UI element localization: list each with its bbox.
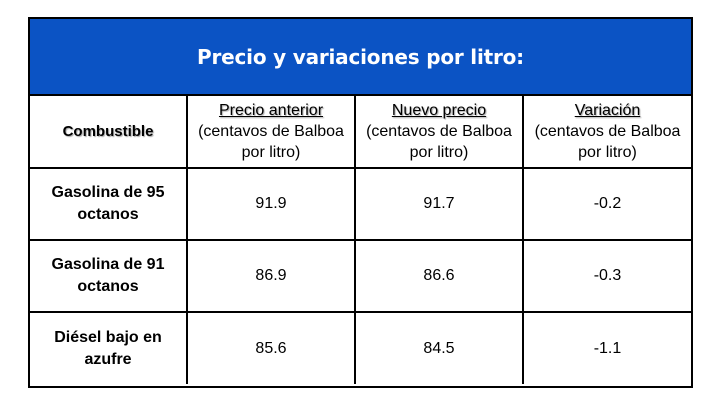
header-variation-unit: (centavos de Balboa por litro) xyxy=(534,122,681,161)
variation-value: -1.1 xyxy=(522,311,691,384)
header-row: Combustible Precio anterior (centavos de… xyxy=(30,96,691,169)
table-title: Precio y variaciones por litro: xyxy=(197,44,524,69)
header-fuel-label: Combustible xyxy=(62,123,154,140)
header-new-price-label: Nuevo precio xyxy=(391,101,487,119)
fuel-name: Gasolina de 95 octanos xyxy=(30,167,188,241)
header-new-price-unit: (centavos de Balboa por litro) xyxy=(366,122,512,161)
price-table: Combustible Precio anterior (centavos de… xyxy=(30,96,691,384)
fuel-name: Gasolina de 91 octanos xyxy=(30,239,188,313)
variation-value: -0.3 xyxy=(522,239,691,313)
table-row: Gasolina de 95 octanos 91.9 91.7 -0.2 xyxy=(30,167,691,241)
variation-value: -0.2 xyxy=(522,167,691,241)
header-previous-price-unit: (centavos de Balboa por litro) xyxy=(198,122,344,161)
table-row: Gasolina de 91 octanos 86.9 86.6 -0.3 xyxy=(30,239,691,313)
header-previous-price: Precio anterior (centavos de Balboa por … xyxy=(186,96,356,169)
new-price-value: 86.6 xyxy=(354,239,524,313)
previous-price-value: 85.6 xyxy=(186,311,356,384)
title-bar: Precio y variaciones por litro: xyxy=(30,19,691,96)
header-variation: Variación (centavos de Balboa por litro) xyxy=(522,96,691,169)
header-variation-label: Variación xyxy=(574,101,641,119)
new-price-value: 91.7 xyxy=(354,167,524,241)
header-previous-price-label: Precio anterior xyxy=(218,101,324,119)
new-price-value: 84.5 xyxy=(354,311,524,384)
previous-price-value: 91.9 xyxy=(186,167,356,241)
previous-price-value: 86.9 xyxy=(186,239,356,313)
fuel-name: Diésel bajo en azufre xyxy=(30,311,188,384)
header-fuel: Combustible xyxy=(30,96,188,169)
price-table-slide: Precio y variaciones por litro: Combusti… xyxy=(28,17,693,388)
header-new-price: Nuevo precio (centavos de Balboa por lit… xyxy=(354,96,524,169)
table-row: Diésel bajo en azufre 85.6 84.5 -1.1 xyxy=(30,311,691,384)
